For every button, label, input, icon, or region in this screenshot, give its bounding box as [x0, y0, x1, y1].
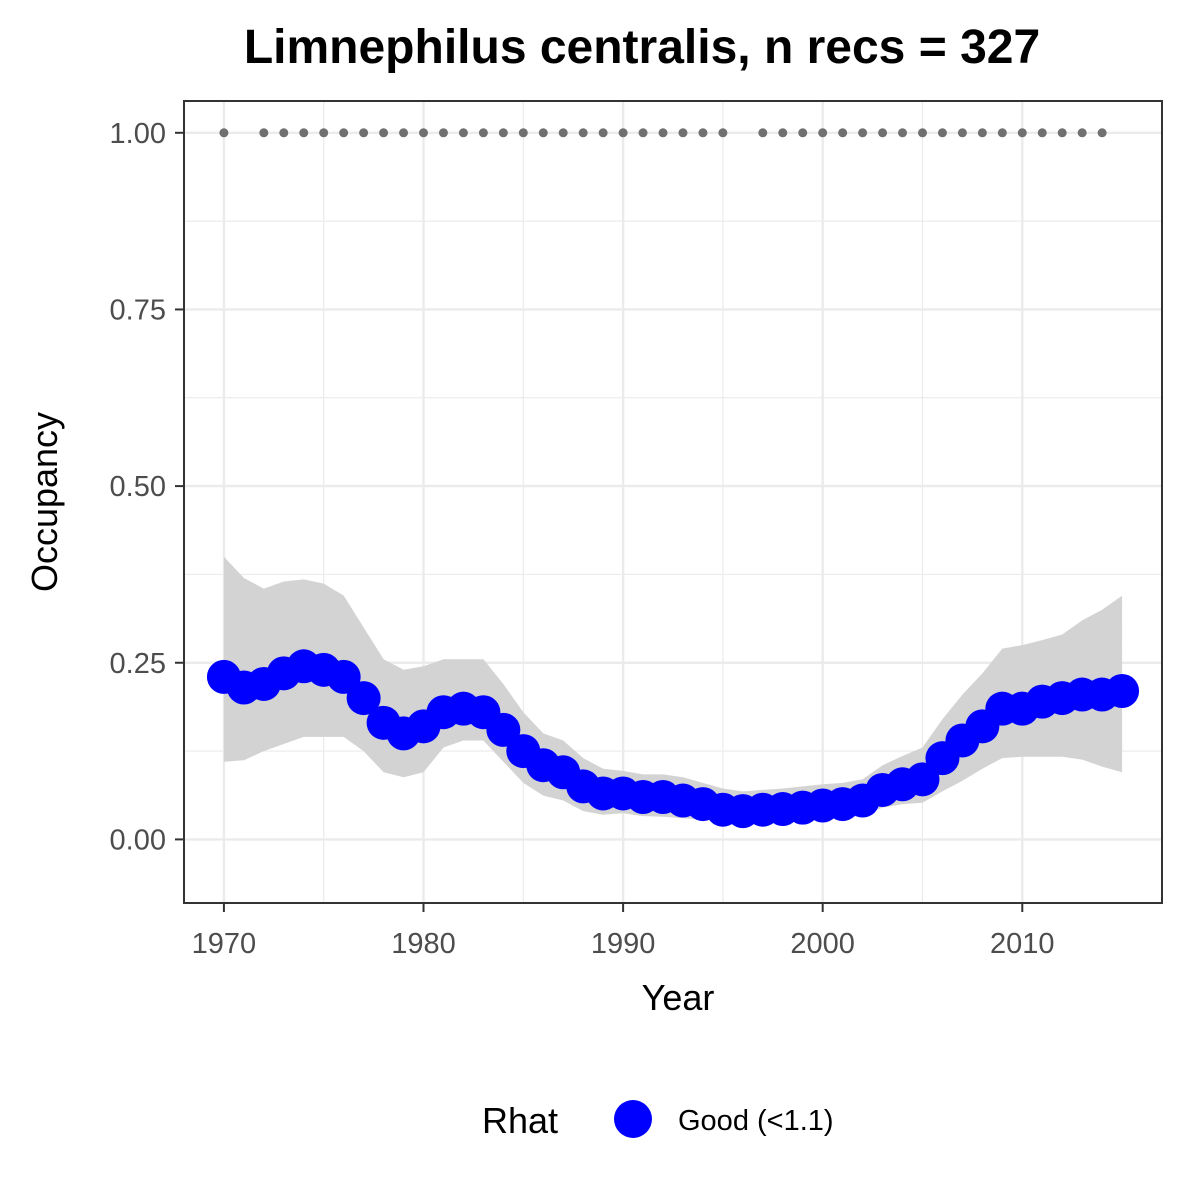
- record-point: [359, 128, 369, 138]
- record-point: [219, 128, 229, 138]
- record-point: [698, 128, 708, 138]
- record-point: [957, 128, 967, 138]
- occupancy-point: [486, 712, 521, 747]
- record-point: [997, 128, 1007, 138]
- record-point: [638, 128, 648, 138]
- record-point: [1017, 128, 1027, 138]
- record-point: [1037, 128, 1047, 138]
- record-point: [838, 128, 848, 138]
- record-point: [818, 128, 828, 138]
- record-point: [798, 128, 808, 138]
- record-point: [498, 128, 508, 138]
- y-axis-title: Occupancy: [24, 412, 65, 592]
- y-tick-label: 0.75: [110, 294, 166, 326]
- record-point: [279, 128, 289, 138]
- record-point: [1057, 128, 1067, 138]
- record-point: [558, 128, 568, 138]
- major-grid: [184, 101, 1162, 903]
- y-tick-label: 0.00: [110, 824, 166, 856]
- record-point: [518, 128, 528, 138]
- x-tick-label: 1970: [192, 928, 257, 960]
- record-point: [718, 128, 728, 138]
- record-point: [598, 128, 608, 138]
- chart-title: Limnephilus centralis, n recs = 327: [244, 21, 1040, 74]
- minor-grid: [184, 101, 1162, 903]
- record-point: [299, 128, 309, 138]
- record-point: [758, 128, 768, 138]
- record-point: [419, 128, 429, 138]
- record-point: [1077, 128, 1087, 138]
- occupancy-point: [326, 659, 361, 694]
- record-points-layer: [219, 128, 1107, 138]
- y-tick-label: 0.50: [110, 471, 166, 503]
- record-point: [259, 128, 269, 138]
- x-tick-label: 2010: [990, 928, 1055, 960]
- record-point: [578, 128, 588, 138]
- panel-border: [183, 100, 1163, 904]
- y-axis: 0.00 0.25 0.50 0.75 1.00: [110, 118, 184, 856]
- record-point: [478, 128, 488, 138]
- confidence-ribbon: [223, 556, 1123, 824]
- record-point: [977, 128, 987, 138]
- occupancy-point: [1105, 674, 1140, 709]
- record-point: [878, 128, 888, 138]
- record-point: [319, 128, 329, 138]
- record-point: [538, 128, 548, 138]
- occupancy-point: [905, 762, 940, 797]
- record-point: [1097, 128, 1107, 138]
- occupancy-point: [346, 681, 381, 716]
- record-point: [778, 128, 788, 138]
- y-tick-label: 0.25: [110, 648, 166, 680]
- record-point: [399, 128, 409, 138]
- confidence-ribbon-layer: [223, 556, 1123, 824]
- record-point: [678, 128, 688, 138]
- x-tick-label: 1990: [591, 928, 656, 960]
- record-point: [937, 128, 947, 138]
- record-point: [379, 128, 389, 138]
- record-point: [438, 128, 448, 138]
- record-point: [618, 128, 628, 138]
- record-point: [898, 128, 908, 138]
- x-axis: 1970 1980 1990 2000 2010: [192, 903, 1055, 960]
- legend-title: Rhat: [482, 1100, 558, 1141]
- legend-label-good: Good (<1.1): [678, 1105, 834, 1137]
- x-tick-label: 2000: [790, 928, 855, 960]
- record-point: [458, 128, 468, 138]
- x-tick-label: 1980: [391, 928, 456, 960]
- legend-key-good: [614, 1100, 652, 1138]
- x-axis-title: Year: [642, 977, 715, 1018]
- y-tick-label: 1.00: [110, 118, 166, 150]
- record-point: [339, 128, 349, 138]
- legend: Rhat Good (<1.1): [482, 1100, 834, 1141]
- occupancy-series-layer: [206, 649, 1140, 829]
- record-point: [858, 128, 868, 138]
- record-point: [917, 128, 927, 138]
- record-point: [658, 128, 668, 138]
